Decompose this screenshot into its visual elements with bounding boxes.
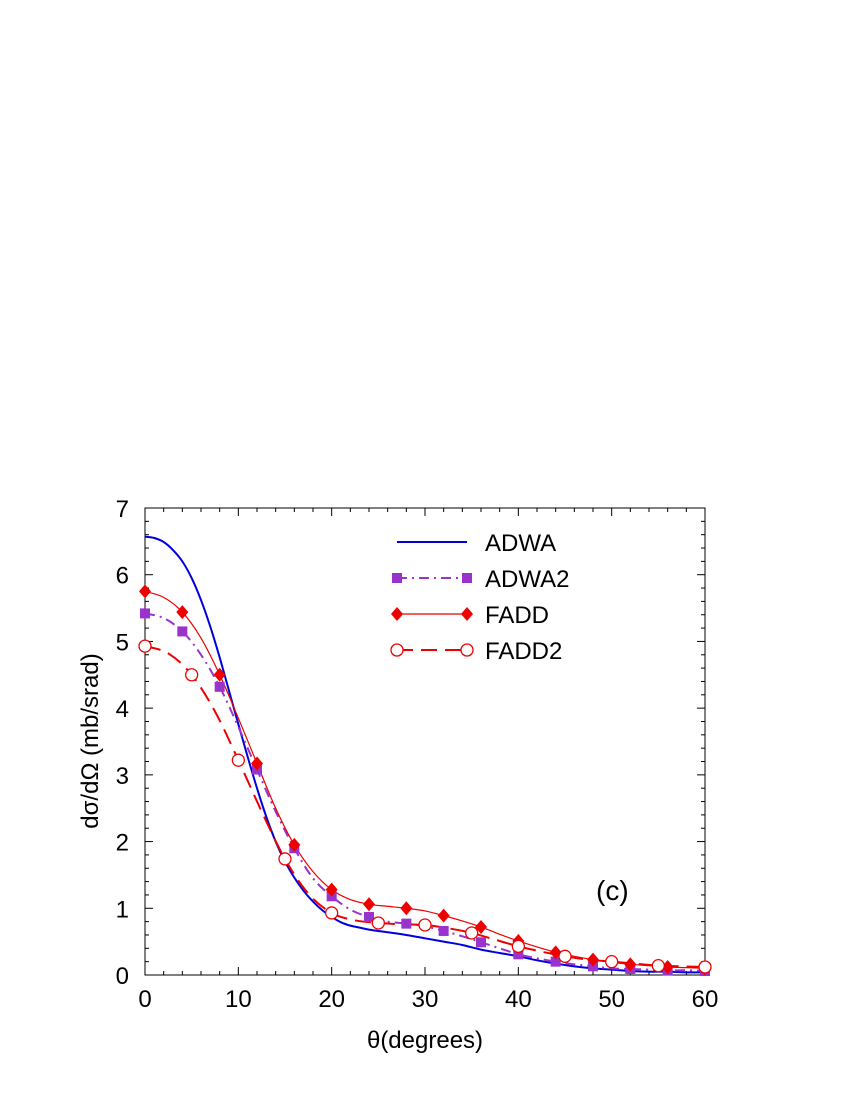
series-lines <box>144 535 706 974</box>
data-point-fadd2 <box>325 906 339 920</box>
major-ticks <box>144 507 706 976</box>
data-point-fadd <box>176 605 189 620</box>
data-point-fadd <box>475 919 487 934</box>
data-point-fadd2 <box>511 939 525 953</box>
data-point-fadd2 <box>231 753 245 767</box>
data-point-fadd <box>325 882 338 897</box>
y-tick-label: 5 <box>116 629 129 656</box>
x-tick-label: 60 <box>692 986 719 1013</box>
legend-label-adwa2: ADWA2 <box>485 566 569 593</box>
y-tick-label: 4 <box>116 696 129 723</box>
y-tick-label: 1 <box>116 896 129 923</box>
y-tick-label: 6 <box>116 563 129 590</box>
x-axis-label: θ(degrees) <box>367 1027 483 1054</box>
panel-annotation: (c) <box>596 875 629 906</box>
data-point-fadd <box>363 897 375 912</box>
y-tick-label: 3 <box>116 763 129 790</box>
data-point-fadd2 <box>651 959 665 973</box>
series-line-adwa2 <box>144 612 706 972</box>
y-tick-label: 0 <box>116 963 129 990</box>
series-line-adwa <box>144 535 706 974</box>
data-point-fadd2 <box>185 668 199 682</box>
legend-label-fadd: FADD <box>485 602 549 629</box>
legend-marker-fadd2 <box>460 643 474 657</box>
series-markers <box>138 584 712 976</box>
legend-marker-fadd <box>391 607 403 621</box>
data-point-adwa2 <box>401 918 412 929</box>
data-point-fadd2 <box>278 852 292 866</box>
x-tick-label: 40 <box>505 986 532 1013</box>
data-point-fadd2 <box>698 960 712 974</box>
data-point-fadd <box>213 667 226 682</box>
y-axis-label: dσ/dΩ (mb/srad) <box>77 653 104 828</box>
data-point-fadd <box>139 584 151 599</box>
legend-marker-fadd2 <box>390 643 404 657</box>
data-point-adwa2 <box>438 925 449 936</box>
data-point-fadd <box>437 908 450 923</box>
data-point-adwa2 <box>140 608 150 619</box>
x-tick-label: 10 <box>225 986 252 1013</box>
legend-marker-fadd <box>461 607 473 621</box>
data-point-adwa2 <box>214 681 225 692</box>
legend-marker-adwa2 <box>392 573 402 583</box>
data-point-fadd2 <box>418 918 432 932</box>
tick-labels: 0 10 20 30 40 50 60 0 1 2 3 4 5 6 7 <box>116 496 719 1013</box>
data-point-fadd2 <box>558 949 572 963</box>
data-point-adwa2 <box>177 626 188 637</box>
x-tick-label: 0 <box>138 986 151 1013</box>
x-tick-label: 30 <box>412 986 439 1013</box>
data-point-fadd2 <box>605 955 619 969</box>
data-point-fadd <box>624 957 637 972</box>
legend-marker-adwa2 <box>462 573 472 583</box>
data-point-fadd <box>288 837 301 852</box>
x-tick-label: 50 <box>598 986 625 1013</box>
data-point-adwa2 <box>550 956 561 967</box>
y-tick-label: 7 <box>116 496 129 523</box>
data-point-fadd2 <box>371 916 385 930</box>
data-point-adwa2 <box>364 911 374 922</box>
data-point-fadd2 <box>138 639 152 653</box>
minor-ticks <box>145 508 705 975</box>
data-point-fadd2 <box>465 926 479 940</box>
data-point-fadd <box>400 901 413 916</box>
data-point-adwa2 <box>476 937 486 948</box>
x-tick-label: 20 <box>318 986 345 1013</box>
data-point-fadd <box>661 959 674 974</box>
data-point-adwa2 <box>513 949 524 960</box>
series-line-fadd <box>144 590 706 969</box>
y-tick-label: 2 <box>116 830 129 857</box>
legend-label-adwa: ADWA <box>485 530 556 557</box>
data-point-fadd <box>587 952 599 967</box>
legend-label-fadd2: FADD2 <box>485 638 562 665</box>
legend: ADWA ADWA2 FADD FADD2 <box>390 530 569 665</box>
data-point-fadd <box>251 756 263 771</box>
